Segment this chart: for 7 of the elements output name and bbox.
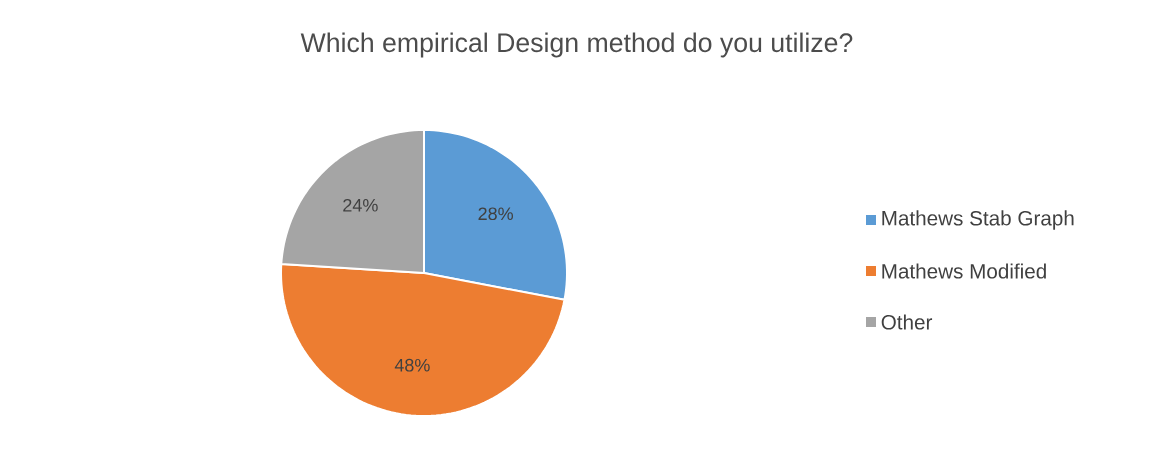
- legend-label: Other: [881, 314, 933, 330]
- data-label: 28%: [478, 207, 513, 221]
- legend-label: Mathews Modified: [882, 263, 1046, 279]
- chart-title: Which empirical Design method do you utilize?: [300, 32, 853, 58]
- data-label: 24%: [343, 198, 378, 212]
- legend-label: Mathews Stab Graph: [882, 210, 1074, 230]
- data-label: 48%: [394, 358, 430, 372]
